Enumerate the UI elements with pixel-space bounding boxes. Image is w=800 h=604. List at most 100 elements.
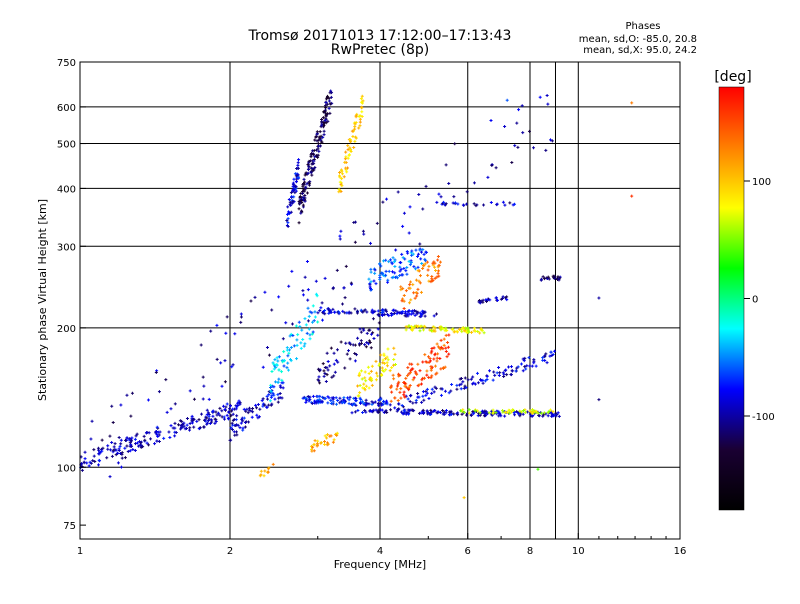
data-point-trace-16-44 <box>336 360 340 364</box>
data-point-trace-3-161 <box>310 151 314 155</box>
data-point-trace-3-147 <box>308 181 312 185</box>
data-point-trace-6-77 <box>467 328 471 332</box>
data-point-trace-4-66 <box>359 97 363 101</box>
data-point-trace-15-44 <box>276 359 280 363</box>
data-point-trace-13-62 <box>384 258 388 262</box>
colorbar <box>718 86 745 511</box>
data-point-trace-14-48 <box>401 297 405 301</box>
data-point-trace-16-23 <box>364 345 368 349</box>
data-point-trace-13-50 <box>400 252 404 256</box>
data-point-trace-10-80 <box>466 378 470 382</box>
data-point-trace-0-175 <box>82 461 86 465</box>
data-point-trace-9-1 <box>306 395 310 399</box>
data-point-trace-5-80 <box>327 307 331 311</box>
data-point-trace-6-58 <box>460 326 464 330</box>
data-point-trace-1-5 <box>249 409 253 413</box>
data-point-trace-1-30 <box>261 397 265 401</box>
data-point-isolated-1 <box>630 194 634 198</box>
data-point-trace-3-121 <box>318 130 322 134</box>
data-point-trace-0-208 <box>100 449 104 453</box>
data-point-trace-16-50 <box>318 369 322 373</box>
data-point-trace-1-39 <box>235 433 239 437</box>
data-point-trace-22-94 <box>341 302 345 306</box>
data-point-trace-0-160 <box>206 411 210 415</box>
data-point-trace-3-113 <box>307 161 311 165</box>
data-point-trace-5-10 <box>411 311 415 315</box>
data-point-trace-15-76 <box>299 346 303 350</box>
data-point-trace-13-85 <box>410 249 414 253</box>
data-point-trace-0-196 <box>106 447 110 451</box>
data-point-trace-3-126 <box>315 139 319 143</box>
data-point-trace-10-59 <box>553 349 557 353</box>
data-point-trace-10-27 <box>493 373 497 377</box>
data-point-trace-16-24 <box>345 352 349 356</box>
data-point-trace-5-99 <box>390 313 394 317</box>
data-point-trace-0-172 <box>127 438 131 442</box>
data-point-trace-18-23 <box>488 298 492 302</box>
data-point-trace-15-67 <box>292 344 296 348</box>
data-point-trace-7-119 <box>425 409 429 413</box>
data-point-trace-22-35 <box>202 384 206 388</box>
data-point-trace-5-60 <box>414 309 418 313</box>
data-point-trace-20-17 <box>513 202 517 206</box>
data-point-trace-22-68 <box>407 231 411 235</box>
data-point-trace-0-218 <box>135 441 139 445</box>
data-point-trace-8-9 <box>473 409 477 413</box>
data-point-trace-22-40 <box>230 365 234 369</box>
data-point-trace-1-72 <box>235 423 239 427</box>
data-point-trace-7-133 <box>444 411 448 415</box>
data-point-trace-22-20 <box>545 94 549 98</box>
data-point-trace-13-88 <box>398 265 402 269</box>
data-point-trace-22-50 <box>362 232 366 236</box>
data-point-trace-16-46 <box>348 357 352 361</box>
data-point-trace-17-29 <box>311 445 315 449</box>
data-point-trace-16-6 <box>367 342 371 346</box>
data-point-trace-13-81 <box>401 273 405 277</box>
y-tick-label-100: 100 <box>57 463 76 474</box>
data-point-trace-15-66 <box>308 310 312 314</box>
data-point-trace-14-36 <box>423 262 427 266</box>
data-point-trace-5-77 <box>415 312 419 316</box>
data-point-trace-0-155 <box>154 430 158 434</box>
data-point-trace-5-109 <box>380 310 384 314</box>
data-point-trace-0-144 <box>233 407 237 411</box>
data-point-trace-4-41 <box>360 110 364 114</box>
data-point-trace-12-74 <box>389 399 393 403</box>
data-point-trace-12-22 <box>409 369 413 373</box>
data-point-trace-3-166 <box>320 140 324 144</box>
data-point-trace-15-48 <box>294 324 298 328</box>
data-point-trace-1-29 <box>246 411 250 415</box>
data-point-trace-6-44 <box>460 330 464 334</box>
data-point-trace-22-32 <box>375 221 379 225</box>
data-point-trace-10-22 <box>548 354 552 358</box>
data-point-trace-13-13 <box>374 282 378 286</box>
data-point-trace-3-136 <box>323 118 327 122</box>
data-point-trace-14-31 <box>419 290 423 294</box>
data-point-trace-9-106 <box>320 400 324 404</box>
data-point-trace-12-79 <box>404 376 408 380</box>
data-point-trace-8-44 <box>459 409 463 413</box>
data-point-trace-4-26 <box>347 153 351 157</box>
data-point-trace-22-62 <box>80 468 84 472</box>
data-point-trace-15-45 <box>287 351 291 355</box>
data-point-trace-7-69 <box>496 409 500 413</box>
data-point-trace-6-57 <box>462 329 466 333</box>
data-point-trace-6-34 <box>476 329 480 333</box>
data-point-trace-7-145 <box>401 412 405 416</box>
data-point-trace-4-13 <box>340 177 344 181</box>
data-point-trace-7-68 <box>528 412 532 416</box>
data-point-trace-16-67 <box>371 317 375 321</box>
data-point-trace-22-38 <box>342 286 346 290</box>
data-point-trace-0-158 <box>174 431 178 435</box>
data-point-trace-22-87 <box>338 234 342 238</box>
data-point-trace-12-48 <box>446 345 450 349</box>
data-point-trace-14-9 <box>417 279 421 283</box>
data-point-trace-0-78 <box>168 436 172 440</box>
data-point-trace-18-10 <box>503 296 507 300</box>
data-point-trace-9-93 <box>364 398 368 402</box>
data-point-trace-22-121 <box>165 410 169 414</box>
data-point-trace-1-38 <box>257 415 261 419</box>
data-point-trace-0-152 <box>222 415 226 419</box>
data-point-trace-9-79 <box>373 400 377 404</box>
data-point-trace-0-84 <box>130 436 134 440</box>
